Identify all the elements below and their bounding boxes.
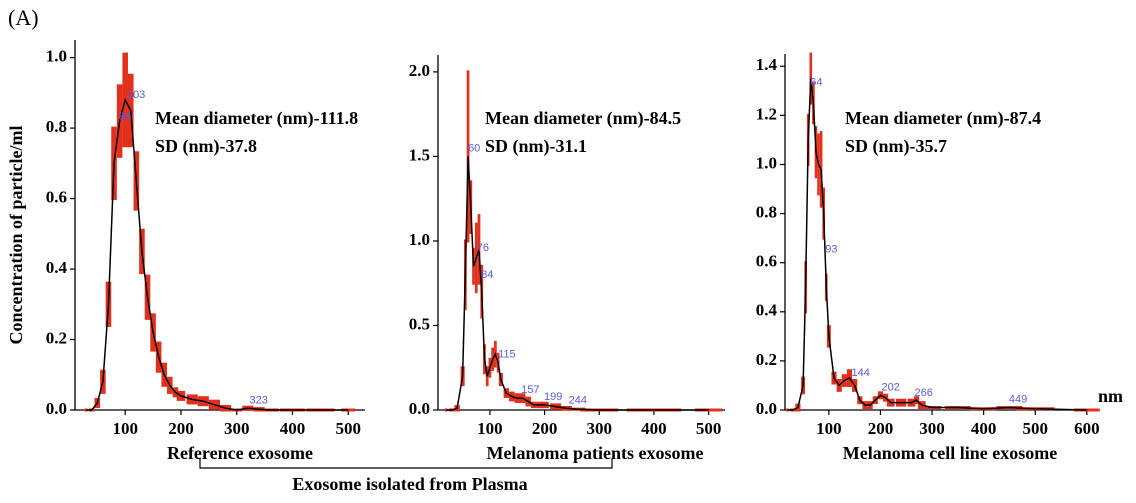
y-tick-label: 0.6 [46, 187, 67, 206]
sd-band [84, 408, 88, 412]
y-tick-label: 1.2 [756, 104, 777, 123]
mean-line [86, 97, 349, 411]
x-tick-label: 100 [816, 419, 842, 438]
annotation: SD (nm)-37.8 [155, 136, 257, 157]
x-tick-label: 400 [641, 419, 667, 438]
y-tick-label: 1.0 [46, 47, 67, 66]
peak-label: 449 [1009, 393, 1027, 405]
y-tick-label: 0.0 [756, 399, 777, 418]
peak-label: 202 [881, 382, 899, 394]
annotation: Mean diameter (nm)-111.8 [155, 108, 358, 129]
y-tick-label: 1.0 [756, 153, 777, 172]
mean-line [446, 156, 709, 411]
y-tick-label: 0.4 [756, 301, 778, 320]
annotation: Mean diameter (nm)-84.5 [485, 108, 681, 129]
x-axis-label: Reference exosome [167, 443, 313, 463]
figure-label: (A) [8, 5, 39, 30]
y-tick-label: 1.0 [409, 230, 430, 249]
peak-label: 323 [250, 394, 268, 406]
x-tick-label: 200 [868, 419, 894, 438]
x-axis-label: Melanoma patients exosome [487, 443, 704, 463]
y-axis-label: Concentration of particle/ml [6, 126, 26, 345]
x-tick-label: 400 [280, 419, 306, 438]
annotation: SD (nm)-31.1 [485, 136, 587, 157]
peak-label: 244 [569, 394, 587, 406]
group-label: Exosome isolated from Plasma [292, 474, 527, 494]
sd-band [1073, 408, 1100, 412]
x-tick-label: 500 [336, 419, 362, 438]
y-tick-label: 0.0 [46, 399, 67, 418]
x-tick-label: 300 [587, 419, 613, 438]
peak-label: 60 [468, 142, 480, 154]
x-tick-label: 400 [971, 419, 997, 438]
peak-label: 84 [481, 269, 493, 281]
x-tick-label: 500 [1022, 419, 1048, 438]
x-axis-label: Melanoma cell line exosome [843, 443, 1057, 463]
y-tick-label: 0.8 [46, 117, 67, 136]
peak-label: 144 [852, 367, 870, 379]
annotation: Mean diameter (nm)-87.4 [845, 108, 1041, 129]
peak-label: 93 [825, 244, 837, 256]
peak-label: 115 [498, 349, 516, 361]
y-tick-label: 0.4 [46, 258, 68, 277]
y-tick-label: 1.4 [756, 55, 778, 74]
x-tick-label: 100 [477, 419, 503, 438]
peak-label: 199 [544, 391, 562, 403]
sd-band [786, 408, 789, 412]
mean-line [787, 78, 1087, 411]
y-tick-label: 0.2 [46, 328, 67, 347]
peak-label: 157 [521, 384, 539, 396]
peak-label: 76 [477, 242, 489, 254]
annotation: SD (nm)-35.7 [845, 136, 947, 157]
y-tick-label: 2.0 [409, 61, 430, 80]
y-tick-label: 1.5 [409, 145, 430, 164]
y-tick-label: 0.8 [756, 202, 777, 221]
group-bracket [199, 458, 613, 469]
peak-label: 64 [810, 77, 822, 89]
x-tick-label: 200 [532, 419, 558, 438]
y-tick-label: 0.2 [756, 350, 777, 369]
peak-label: 266 [915, 387, 933, 399]
y-tick-label: 0.5 [409, 314, 430, 333]
y-tick-label: 0.6 [756, 252, 777, 271]
peak-label: 89 [119, 111, 131, 123]
x-tick-label: 500 [696, 419, 722, 438]
x-tick-label: 200 [168, 419, 194, 438]
x-unit-label: nm [1098, 386, 1123, 406]
x-tick-label: 300 [919, 419, 945, 438]
x-tick-label: 100 [112, 419, 138, 438]
x-tick-label: 600 [1074, 419, 1100, 438]
y-tick-label: 0.0 [409, 399, 430, 418]
x-tick-label: 300 [224, 419, 250, 438]
peak-label: 103 [127, 89, 145, 101]
